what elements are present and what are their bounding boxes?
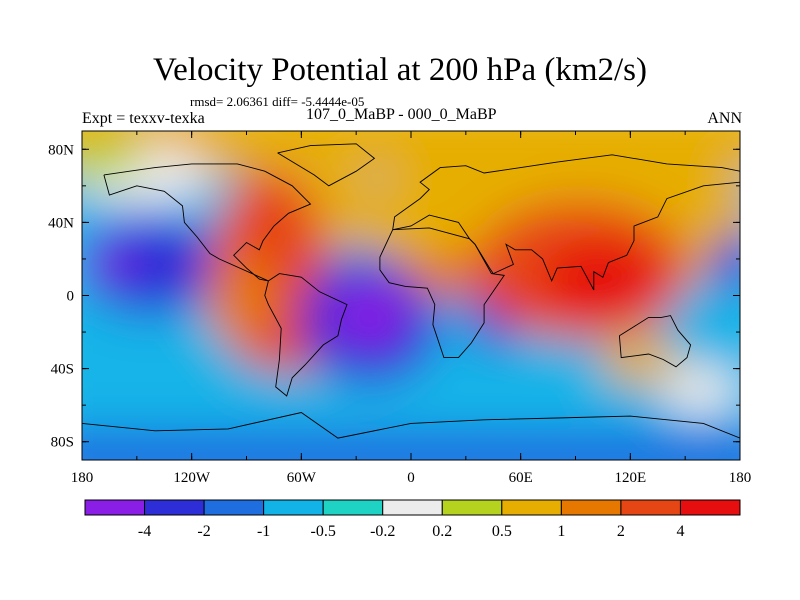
case-label: 107_0_MaBP - 000_0_MaBP	[306, 106, 497, 123]
velocity-potential-field	[82, 131, 740, 460]
x-tick-label: 120W	[173, 470, 211, 486]
colorbar-box	[144, 499, 205, 516]
coastline-6	[82, 412, 740, 439]
coastline-0	[103, 163, 312, 282]
y-axis: 80N 40N 0 40S 80S	[48, 142, 740, 451]
x-tick-label: 180	[729, 470, 752, 486]
colorbar-label: 2	[617, 523, 625, 540]
colorbar-label: -4	[138, 523, 151, 540]
colorbar-box	[441, 499, 503, 516]
colorbar-label: 0.5	[492, 523, 512, 540]
colorbar-label: -0.5	[311, 523, 336, 540]
stats-label: rmsd= 2.06361 diff= -5.4444e-05	[190, 94, 365, 109]
colorbar-box	[679, 499, 741, 516]
coastlines	[82, 143, 740, 439]
x-axis: 180 120W 60W 0 60E 120E 180	[71, 131, 752, 486]
pacific-neg	[82, 215, 220, 315]
x-tick-label: 120E	[614, 470, 646, 486]
colorbar-label: 0.2	[432, 523, 452, 540]
y-tick-label: 0	[67, 289, 75, 305]
colorbar-box	[560, 499, 622, 516]
colorbar-label: 4	[676, 523, 684, 540]
colorbar-label: -0.2	[370, 523, 395, 540]
y-tick-label: 40N	[48, 215, 74, 231]
asia-max	[540, 240, 660, 320]
colorbar-box	[501, 499, 562, 516]
experiment-label: Expt = texxv-texka	[82, 110, 205, 127]
y-tick-label: 40S	[51, 362, 74, 378]
y-tick-label: 80S	[51, 435, 74, 451]
coastline-3	[392, 154, 740, 291]
pacific-weak	[82, 140, 145, 180]
colorbar-label: -1	[257, 523, 270, 540]
x-tick-label: 0	[407, 470, 415, 486]
season-label: ANN	[707, 110, 742, 127]
east-edge-neg	[711, 232, 740, 292]
colorbar-box	[263, 499, 324, 516]
colorbar-box	[322, 499, 384, 516]
coastline-4	[618, 315, 692, 368]
y-tick-label: 80N	[48, 142, 74, 158]
atlantic-min	[334, 283, 406, 347]
x-tick-label: 60W	[287, 470, 317, 486]
australia-pos	[600, 335, 680, 385]
colorbar-label: -2	[197, 523, 210, 540]
colorbar: -4 -2 -1 -0.5 -0.2 0.2 0.5 1 2 4	[84, 499, 741, 540]
south-neutral	[660, 365, 740, 415]
colorbar-box	[620, 499, 681, 516]
colorbar-label: 1	[557, 523, 565, 540]
africa-pos	[410, 250, 480, 300]
coastline-1	[264, 273, 348, 397]
colorbar-box	[203, 499, 265, 516]
x-tick-label: 60E	[509, 470, 533, 486]
coastline-5	[277, 143, 376, 187]
colorbar-box	[382, 499, 443, 516]
x-tick-label: 180	[71, 470, 94, 486]
pacific-min	[86, 248, 134, 276]
chart-title: Velocity Potential at 200 hPa (km2/s)	[152, 52, 648, 88]
colorbar-box	[84, 499, 146, 516]
